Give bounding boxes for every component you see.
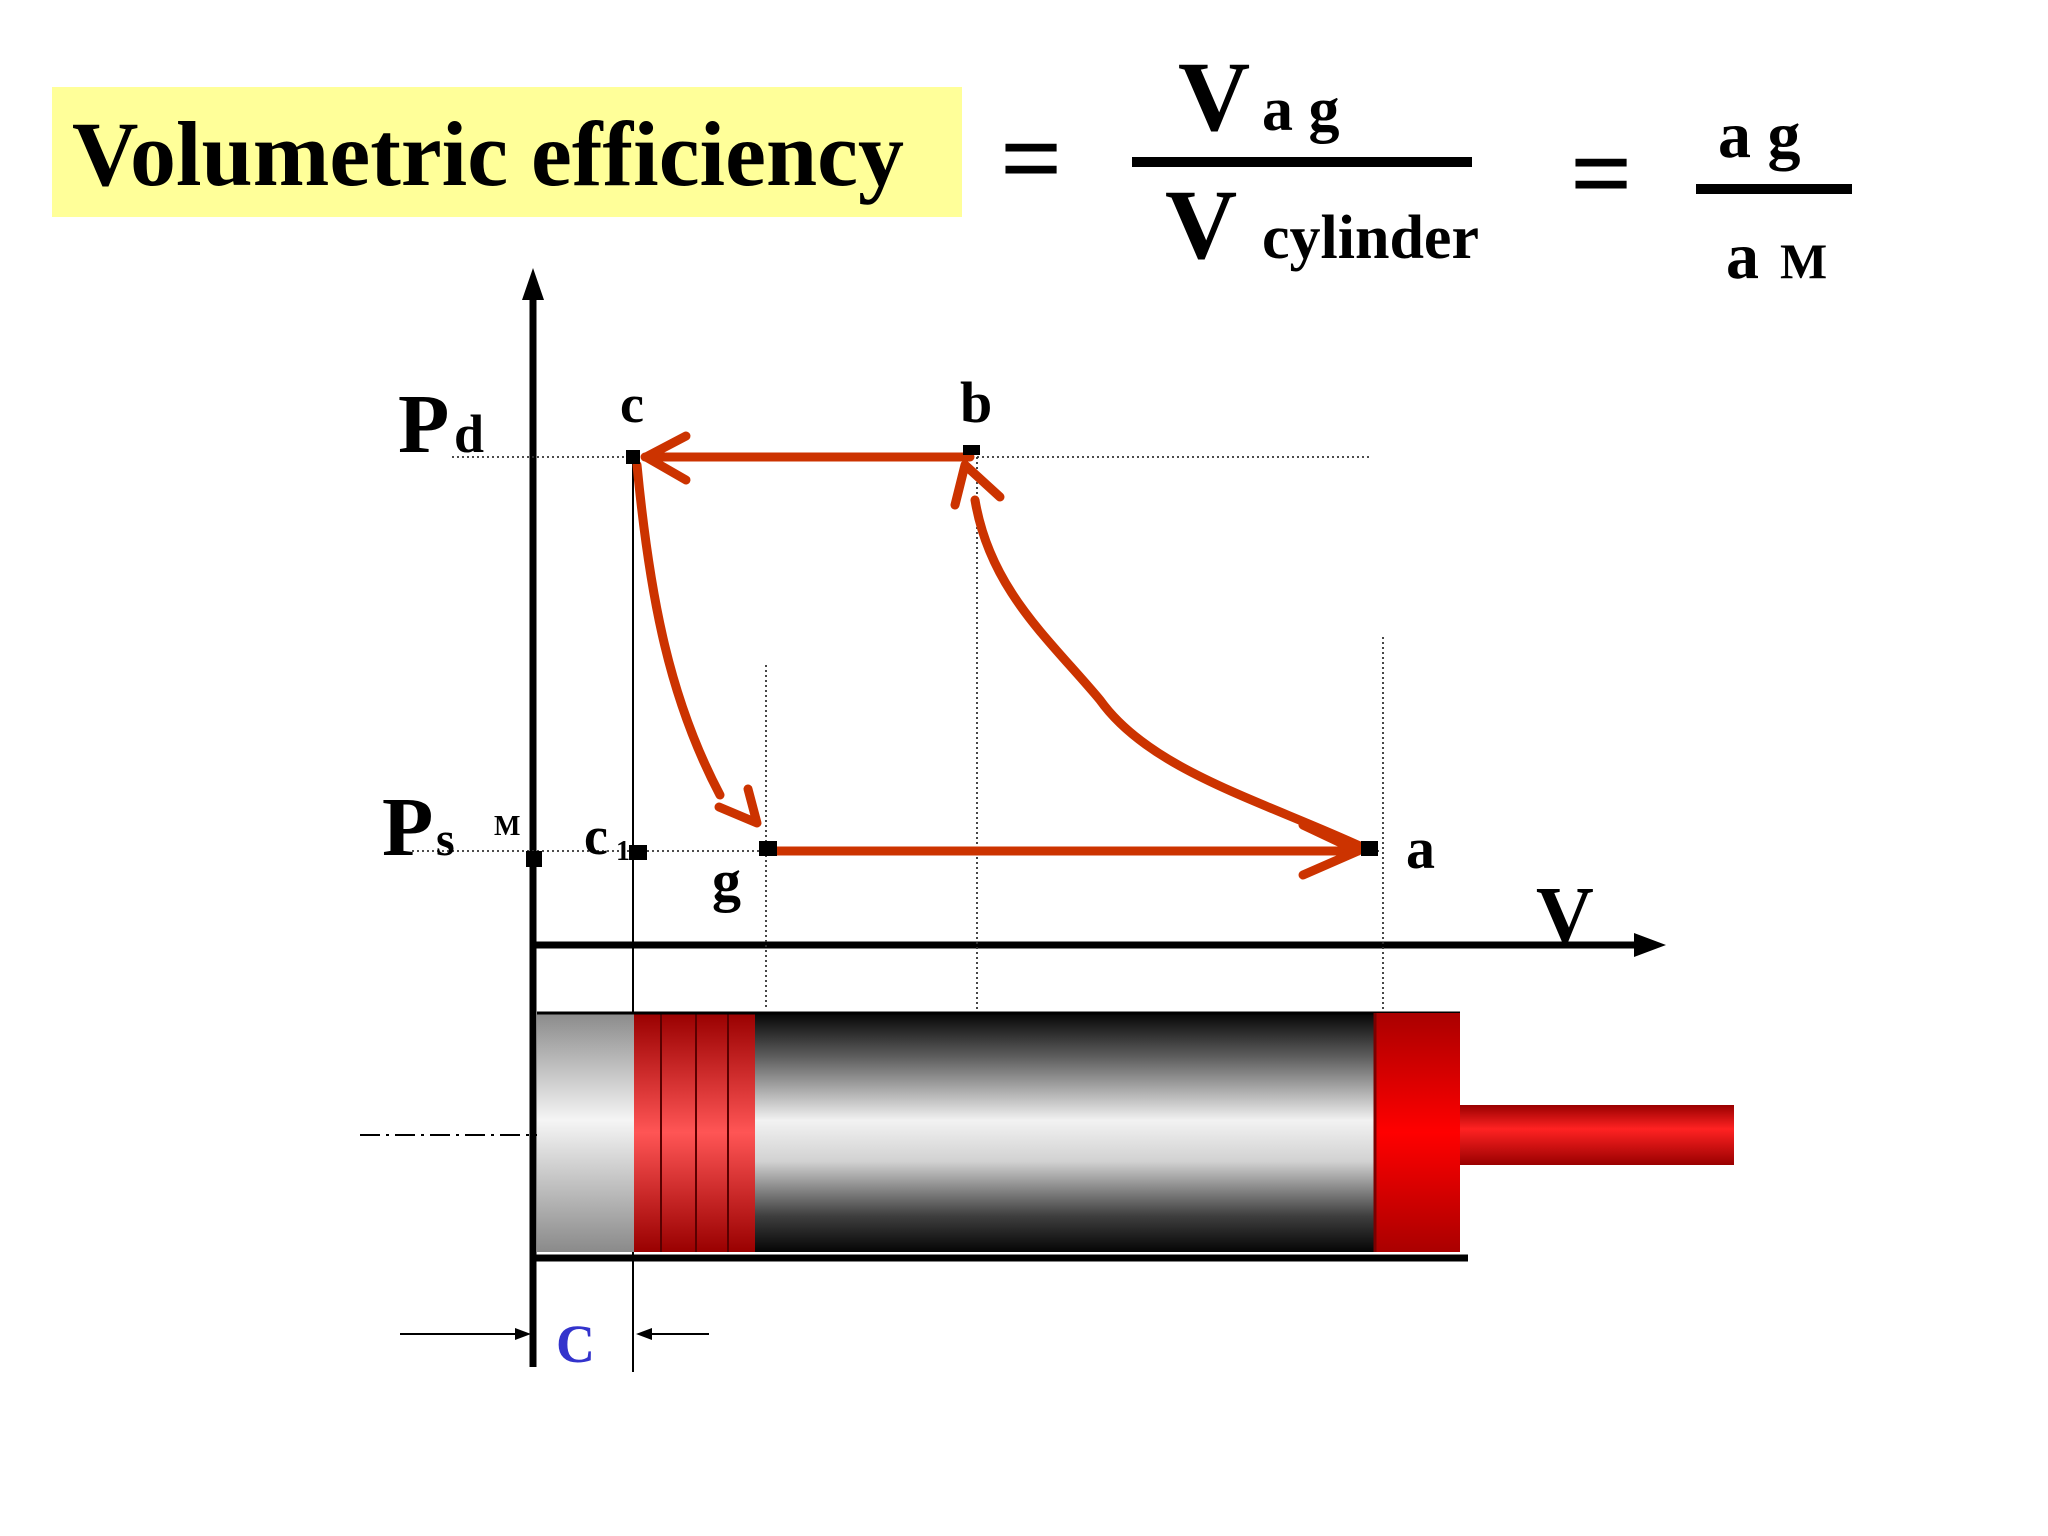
piston-rod bbox=[1460, 1105, 1734, 1165]
fraction-bar-2 bbox=[1696, 184, 1852, 194]
page-title: Volumetric efficiency bbox=[72, 103, 904, 205]
dimension-arrowhead-right bbox=[636, 1328, 652, 1340]
point-c-label: c bbox=[620, 374, 644, 434]
point-c1-label: c bbox=[584, 806, 608, 866]
axes bbox=[522, 268, 1666, 1367]
ratio-numerator: a g bbox=[1718, 99, 1801, 172]
point-g-label: g bbox=[712, 848, 741, 913]
ratio-denominator-m: M bbox=[1780, 233, 1827, 289]
suction-arrowhead bbox=[1298, 820, 1363, 880]
equals-sign-2: = bbox=[1570, 112, 1633, 234]
expansion-curve bbox=[632, 460, 725, 800]
ps-label-subscript: s bbox=[436, 813, 455, 866]
point-c-marker bbox=[626, 450, 640, 464]
dimension-arrowhead-left bbox=[515, 1328, 531, 1340]
ratio-denominator-a: a bbox=[1726, 220, 1759, 293]
point-m-marker bbox=[526, 851, 542, 867]
point-a-marker bbox=[1361, 841, 1378, 856]
point-b-label: b bbox=[960, 370, 992, 435]
point-markers bbox=[526, 445, 1378, 867]
discharge-arrowhead bbox=[641, 431, 691, 485]
title-highlight-box bbox=[52, 87, 962, 217]
fraction-bar-1 bbox=[1132, 157, 1472, 167]
pressure-axis-arrowhead bbox=[522, 268, 544, 300]
point-c1-marker bbox=[629, 845, 647, 860]
pv-cycle bbox=[632, 431, 1367, 880]
diagram-labels: P d c b P s M c 1 g a V bbox=[382, 370, 1594, 960]
ps-label-symbol: P bbox=[382, 781, 433, 874]
clearance-space bbox=[537, 1013, 634, 1252]
expansion-arrowhead bbox=[714, 784, 762, 828]
point-b-marker bbox=[963, 445, 980, 455]
piston bbox=[1375, 1013, 1460, 1252]
denominator-symbol: V bbox=[1165, 169, 1237, 280]
point-a-label: a bbox=[1406, 816, 1435, 881]
point-m-label: M bbox=[494, 811, 520, 842]
pd-label-subscript: d bbox=[454, 404, 484, 464]
point-c1-subscript: 1 bbox=[616, 836, 630, 867]
guide-lines bbox=[412, 456, 1384, 1010]
clearance-rings bbox=[634, 1013, 755, 1252]
cylinder-bore bbox=[755, 1013, 1375, 1252]
clearance-dimension: C bbox=[400, 1314, 709, 1374]
denominator-subscript: cylinder bbox=[1262, 204, 1479, 272]
formula: = V a g V cylinder = a g a M bbox=[1000, 41, 1852, 293]
equals-sign-1: = bbox=[1000, 97, 1063, 219]
numerator-subscript: a g bbox=[1262, 76, 1340, 144]
point-g-marker bbox=[759, 841, 777, 856]
pd-label-symbol: P bbox=[398, 378, 449, 471]
clearance-label: C bbox=[556, 1314, 595, 1374]
volume-axis-label: V bbox=[1536, 872, 1594, 960]
compression-curve bbox=[970, 495, 1367, 852]
numerator-symbol: V bbox=[1178, 41, 1250, 152]
volume-axis-arrowhead bbox=[1634, 933, 1666, 957]
compression-arrowhead bbox=[950, 460, 1005, 510]
cylinder-assembly bbox=[360, 1011, 1734, 1262]
